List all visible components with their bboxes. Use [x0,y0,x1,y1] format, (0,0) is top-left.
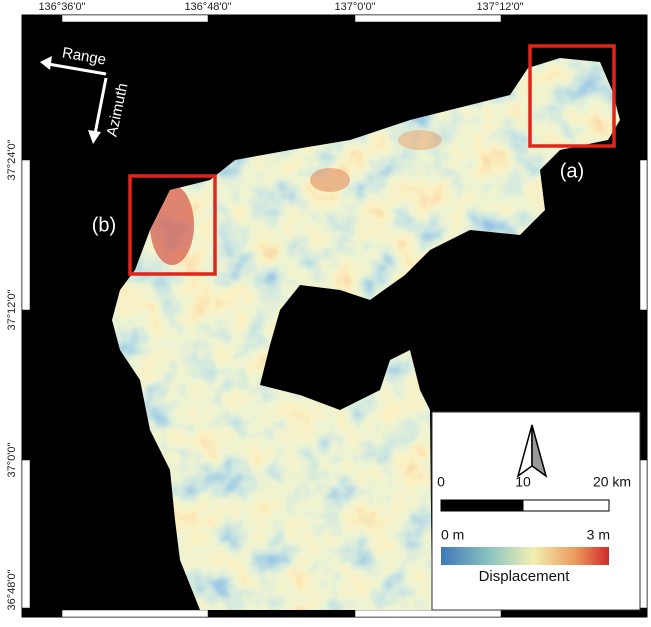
latitude-label: 36°48'0" [6,569,18,610]
latitude-label: 37°12'0" [6,289,18,330]
longitude-label: 137°12'0" [476,1,523,13]
scale-label: 20 km [593,474,631,490]
longitude-label: 136°48'0" [184,1,231,13]
colorbar-min: 0 m [441,527,464,543]
colorbar-max: 3 m [587,527,610,543]
scale-label: 0 [437,474,445,490]
scale-bar [523,500,609,511]
map-figure: 136°36'0" 136°48'0" 137°0'0" 137°12'0" 3… [0,0,651,622]
box-a-label: (a) [560,160,584,182]
longitude-label: 136°36'0" [38,1,85,13]
box-b-label: (b) [92,214,116,236]
scale-label: 10 [515,474,531,490]
colorbar [441,547,609,565]
latitude-label: 37°0'0" [6,442,18,477]
longitude-label: 137°0'0" [335,1,376,13]
colorbar-title: Displacement [479,568,571,585]
scale-bar [441,500,523,511]
latitude-label: 37°24'0" [6,139,18,180]
